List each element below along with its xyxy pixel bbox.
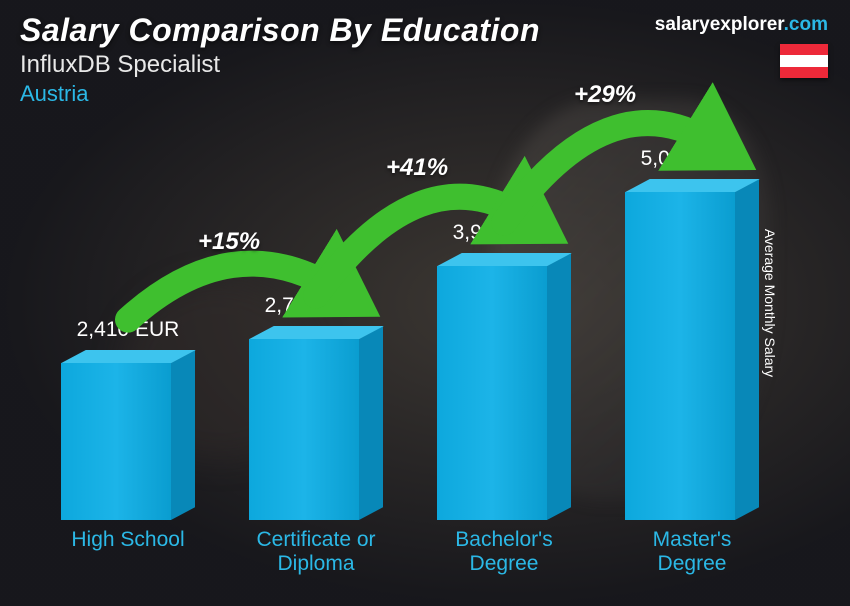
country-name: Austria: [20, 81, 540, 107]
increase-arc: [48, 108, 808, 578]
salary-bar-chart: 2,410 EURHigh School2,780 EURCertificate…: [48, 108, 808, 578]
page-title: Salary Comparison By Education: [20, 12, 540, 49]
brand-logo: salaryexplorer.com: [655, 14, 828, 36]
flag-stripe-bot: [780, 67, 828, 78]
job-title: InfluxDB Specialist: [20, 51, 540, 79]
header: Salary Comparison By Education InfluxDB …: [20, 12, 540, 107]
increase-badge: +29%: [574, 81, 636, 109]
flag-stripe-mid: [780, 55, 828, 66]
austria-flag-icon: [780, 44, 828, 78]
brand-name: salaryexplorer: [655, 14, 784, 35]
flag-stripe-top: [780, 44, 828, 55]
brand-domain: .com: [784, 14, 828, 35]
